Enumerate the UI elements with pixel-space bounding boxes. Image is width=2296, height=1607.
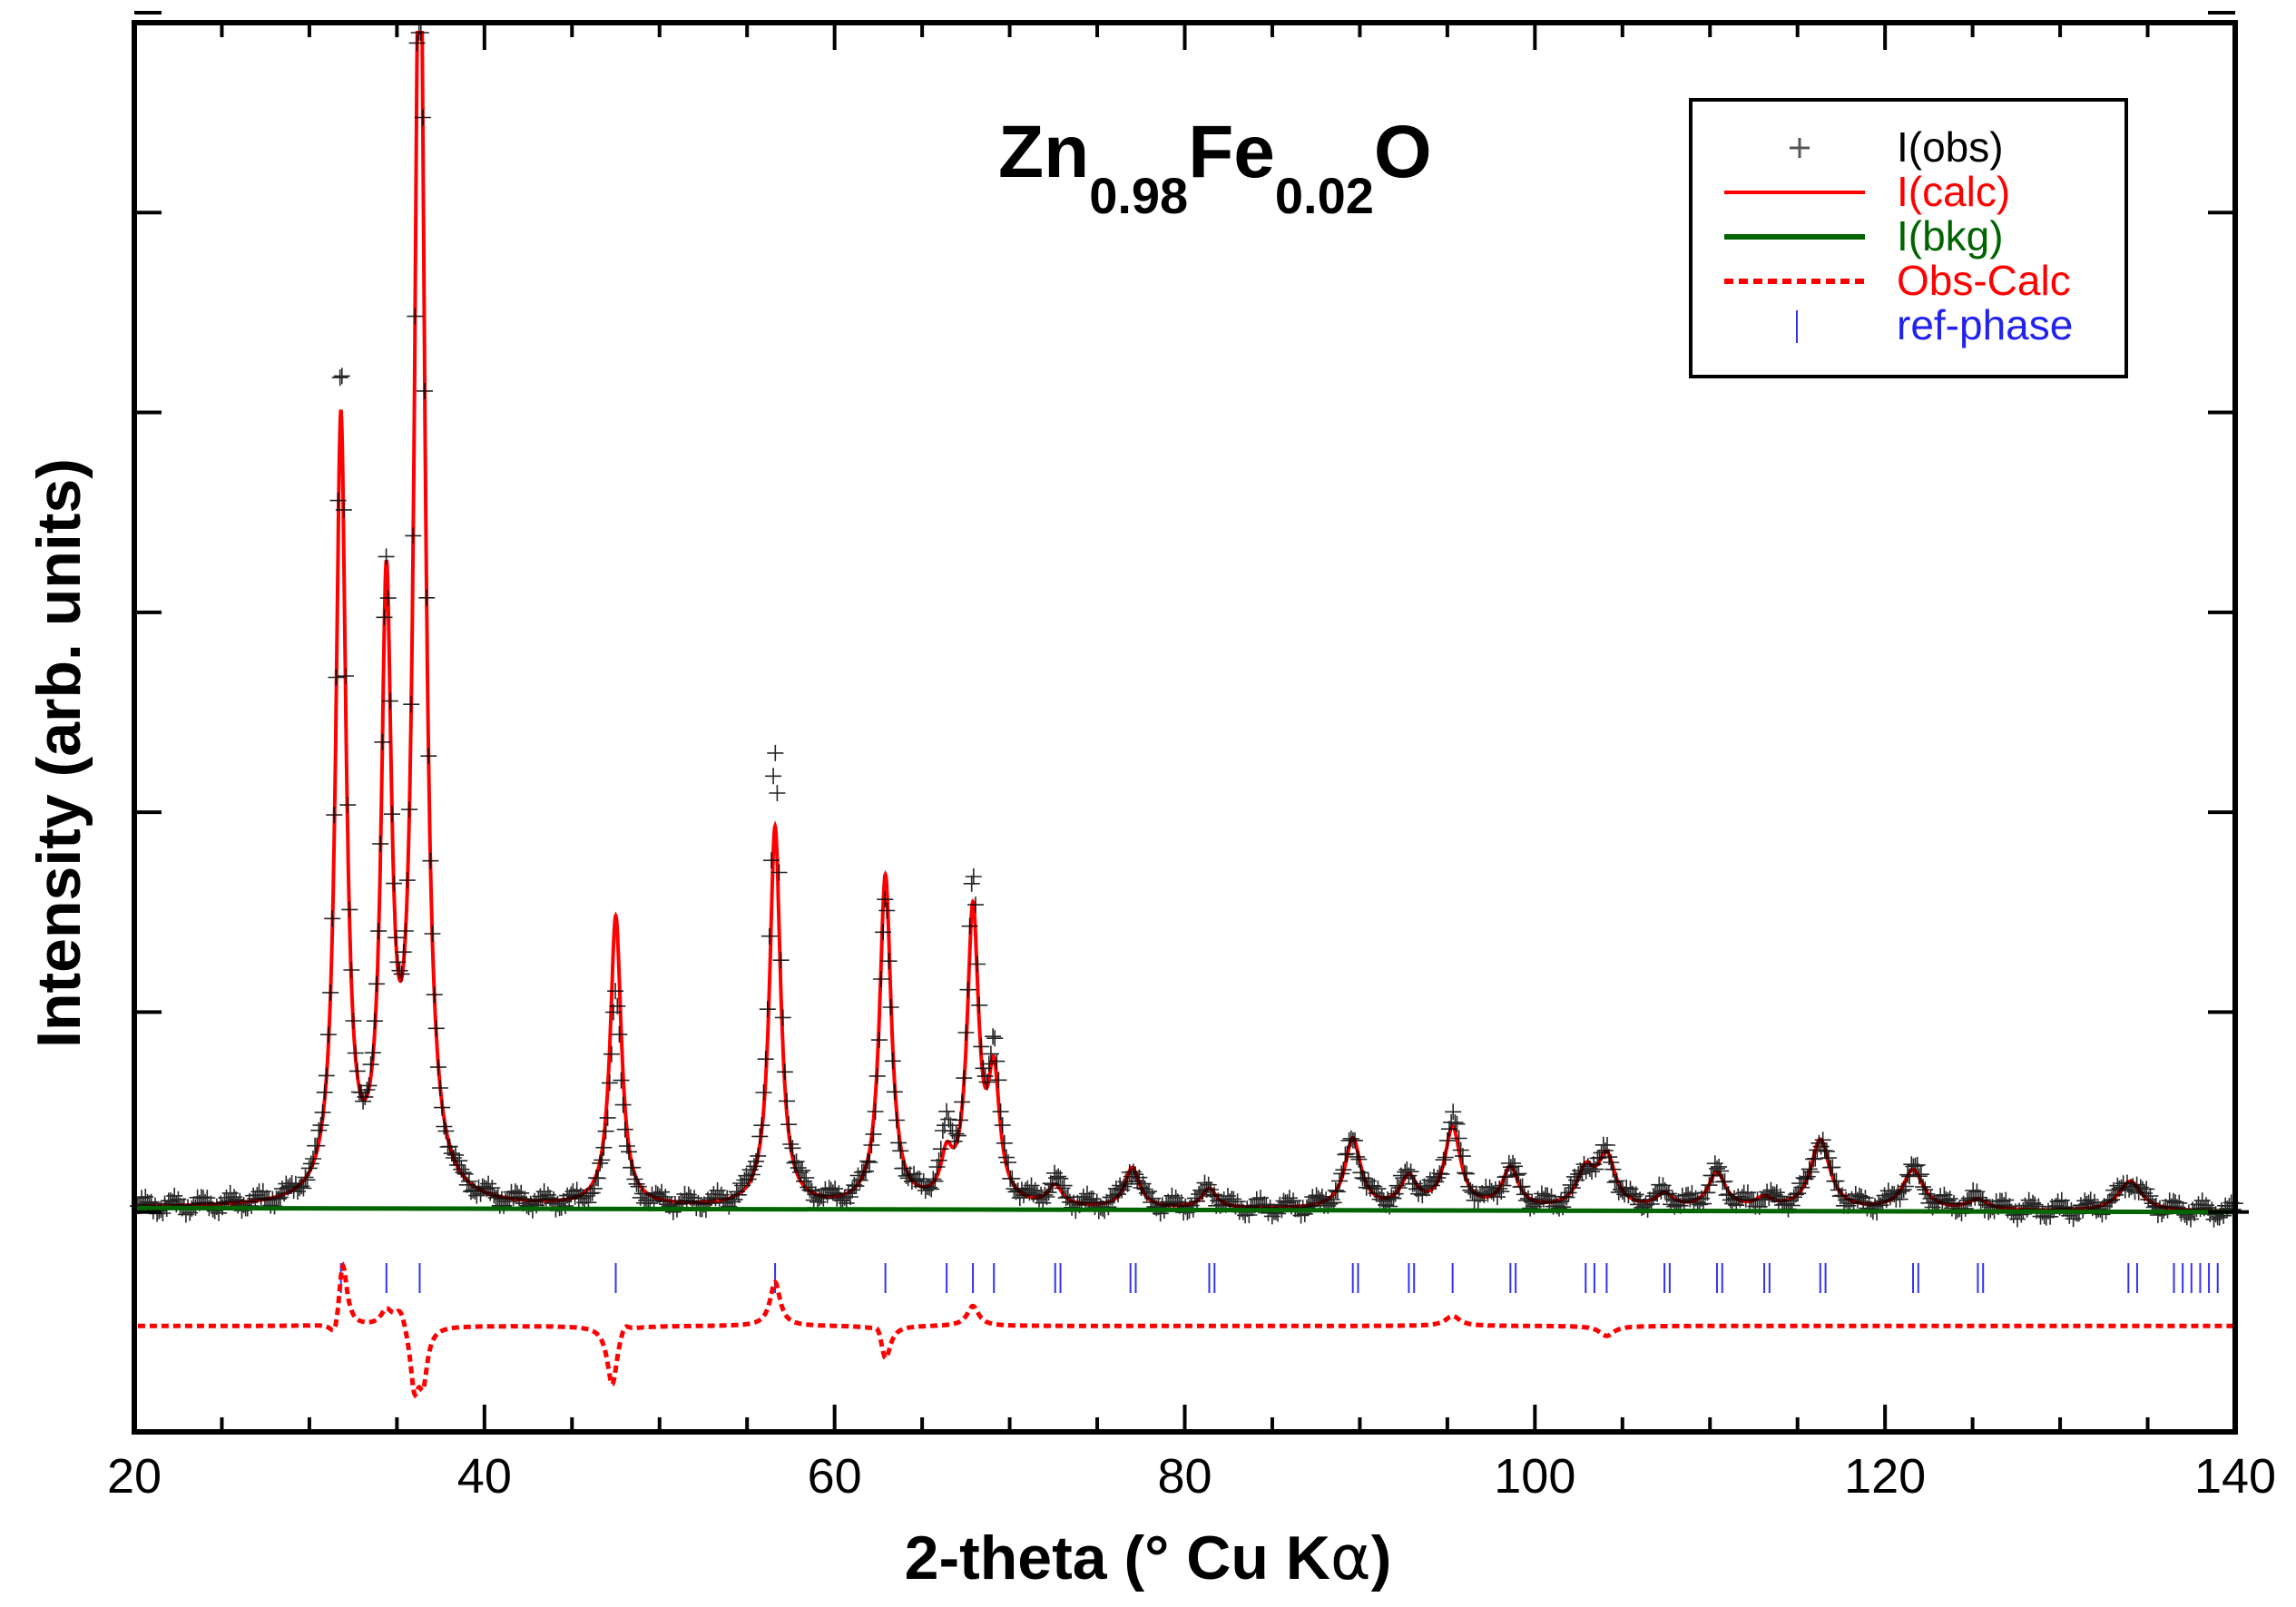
x-tick-label: 140 (2194, 1449, 2276, 1504)
bkg-series (137, 1205, 2236, 1215)
legend-label-obs: I(obs) (1897, 123, 2004, 171)
x-tick-labels: 20 40 60 80 100 120 140 (107, 1449, 2276, 1504)
diff-line (137, 1261, 2235, 1399)
title-fe: Fe (1188, 111, 1275, 193)
legend-item-bkg: I(bkg) (1724, 212, 2004, 260)
x-axis-title: 2-theta (° Cu Kα) (905, 1523, 1392, 1594)
legend-item-obs: I(obs) (1790, 123, 2004, 171)
title-o: O (1374, 111, 1432, 193)
legend-label-ref: ref-phase (1897, 301, 2073, 348)
y-axis-title: Intensity (arb. units) (25, 458, 93, 1048)
legend-label-bkg: I(bkg) (1897, 212, 2004, 260)
diff-series (137, 1261, 2235, 1399)
ref-phase-series (339, 1263, 2219, 1293)
bkg-line (137, 1205, 2236, 1215)
legend-label-calc: I(calc) (1897, 168, 2010, 215)
legend-plus-icon (1790, 138, 1810, 158)
x-tick-label: 40 (457, 1449, 512, 1504)
title-sub-1: 0.98 (1089, 167, 1188, 224)
title-sub-2: 0.02 (1275, 167, 1374, 224)
axes (132, 10, 2249, 1435)
x-tick-label: 80 (1157, 1449, 1212, 1504)
legend-item-calc: I(calc) (1724, 168, 2010, 215)
title-zn: Zn (998, 111, 1089, 193)
legend: I(obs) I(calc) I(bkg) Obs-Calc ref-phase (1689, 98, 2128, 378)
legend-item-diff: Obs-Calc (1724, 257, 2071, 304)
x-tick-label: 120 (1844, 1449, 1926, 1504)
x-axis-greek: α (1330, 1523, 1371, 1594)
legend-item-ref: ref-phase (1796, 301, 2073, 348)
x-tick-label: 60 (808, 1449, 862, 1504)
legend-label-diff: Obs-Calc (1897, 257, 2071, 304)
chart-title: Zn0.98Fe0.02O (998, 111, 1432, 224)
x-tick-label: 100 (1494, 1449, 1575, 1504)
x-tick-label: 20 (107, 1449, 162, 1504)
